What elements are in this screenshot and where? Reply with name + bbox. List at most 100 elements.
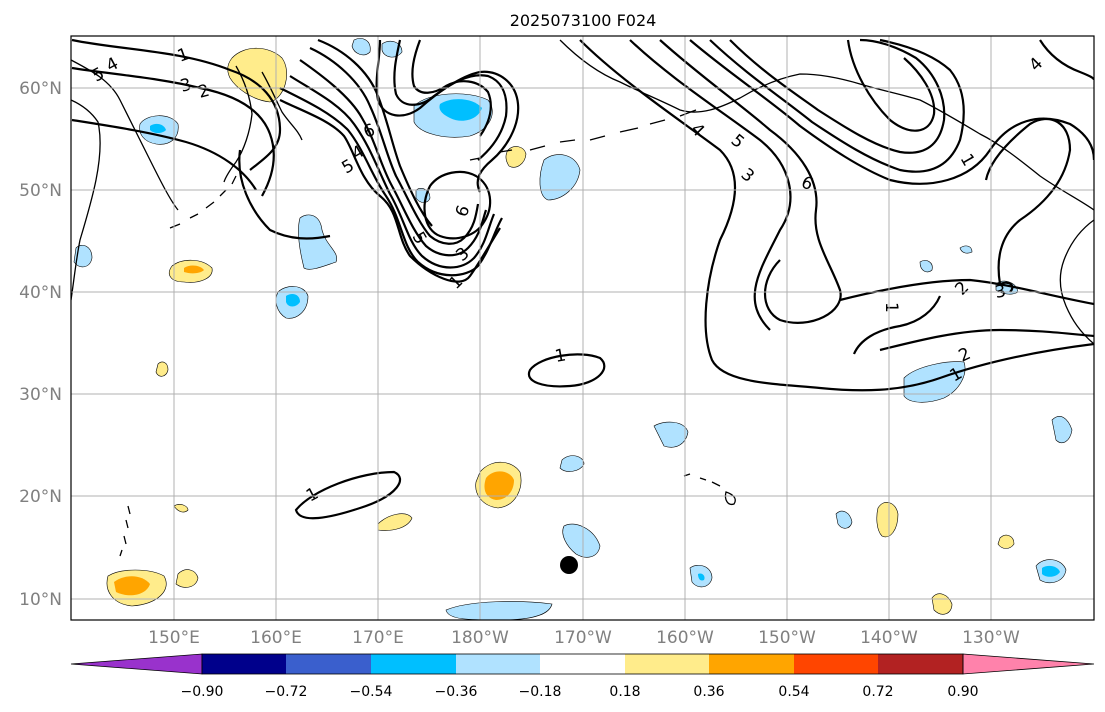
lon-label: 140°W: [860, 628, 918, 648]
coast-islands-west: [119, 505, 131, 557]
colorbar-outline: [201, 653, 964, 675]
warm-patch-33n: [155, 361, 169, 377]
cool-patch-26n: [653, 421, 689, 448]
location-marker: [560, 556, 578, 574]
colorbar-swatch: [878, 654, 963, 674]
contour-4-east: [689, 39, 1094, 293]
colorbar-label: 0.54: [778, 684, 809, 700]
cool-patch-aleutian: [539, 154, 581, 201]
coast-hawaii: [683, 473, 736, 506]
map-panel: 5 4 1 3 2 6 5 4 6 5 3 1 1 1 6 5 4 3 2 1: [70, 35, 1095, 621]
contour-1-east-2: [1039, 39, 1094, 81]
cool-core-12n: [698, 573, 705, 581]
warm-core-12n: [114, 576, 150, 596]
colorbar-swatch: [371, 654, 456, 674]
cool-patch-44n: [959, 245, 973, 254]
cool-core-bering: [439, 99, 482, 121]
coast-asia: [71, 59, 179, 301]
warm-patch-11n: [175, 569, 199, 588]
contour-label: 3: [178, 75, 194, 97]
height-contours: [71, 38, 1094, 520]
coast-aleutians: [469, 109, 697, 161]
colorbar-label: −0.90: [181, 684, 224, 700]
cool-patch-24n: [559, 455, 585, 472]
lat-label: 50°N: [19, 181, 62, 201]
lon-label: 160°E: [250, 628, 302, 648]
contour-6b-east: [846, 39, 936, 132]
cool-core-40n: [286, 294, 300, 307]
contour-6-east: [729, 38, 946, 154]
colorbar-extend-low: [70, 653, 203, 675]
colorbar-swatch: [286, 654, 371, 674]
cool-patch-18n: [835, 510, 853, 529]
colorbar-label: 0.72: [862, 684, 893, 700]
cool-patch-41n: [919, 260, 933, 273]
contour-1-far-right: [852, 295, 942, 355]
colorbar-swatch: [709, 654, 794, 674]
colorbar-label: −0.72: [265, 684, 308, 700]
colorbar: −0.90 −0.72 −0.54 −0.36 −0.18 0.18 0.36 …: [70, 653, 1095, 700]
gridlines: [71, 36, 1094, 620]
lon-label: 160°W: [656, 628, 714, 648]
cool-core-west: [150, 123, 166, 133]
lat-label: 10°N: [19, 590, 62, 610]
latitude-labels: 60°N 50°N 40°N 30°N 20°N 10°N: [19, 79, 62, 610]
colorbar-label: 0.18: [609, 684, 640, 700]
map-frame: [70, 35, 1095, 621]
lat-label: 30°N: [19, 385, 62, 405]
cool-patch-8n: [445, 601, 553, 620]
colorbar-label: 0.90: [947, 684, 978, 700]
colorbar-swatch: [625, 654, 709, 674]
contour-5-east: [709, 38, 965, 173]
map-title: 2025073100 F024: [510, 11, 657, 30]
warm-patch-kamchatka: [227, 47, 287, 103]
contour-2: [71, 66, 503, 277]
coast-kurils: [169, 175, 237, 229]
contour-1-small-loop: [527, 353, 606, 388]
contour-3-east: [659, 39, 1094, 324]
contour-label: 1: [553, 345, 567, 367]
contour-label: 1: [881, 302, 901, 313]
colorbar-extend-high: [962, 653, 1095, 675]
contour-5: [309, 47, 480, 245]
warm-patch-small-19n: [173, 504, 189, 513]
colorbar-swatch: [202, 654, 286, 674]
contour-label: 2: [196, 81, 212, 103]
cool-patch-kuril: [298, 214, 338, 270]
colorbar-swatch: [456, 654, 540, 674]
contour-4: [299, 59, 488, 257]
warm-core-20n: [484, 471, 514, 500]
colorbar-swatches: [70, 653, 1095, 675]
lat-label: 60°N: [19, 79, 62, 99]
lon-label: 170°W: [554, 628, 612, 648]
cool-patch-32n: [903, 361, 966, 403]
warm-patch-130w: [997, 534, 1015, 549]
contour-6: [317, 38, 433, 227]
coast-na-west: [1059, 219, 1094, 345]
contour-1-east-ridge: [579, 39, 1094, 392]
contour-loop-upper-2: [393, 39, 508, 161]
contour-1-20n-loop: [294, 470, 401, 520]
lon-label: 170°E: [352, 628, 404, 648]
lon-label: 130°W: [962, 628, 1020, 648]
cool-patch-north-small: [351, 38, 371, 56]
cool-core-12n-east: [1042, 565, 1060, 577]
contour-loop-upper-3: [411, 39, 492, 137]
longitude-labels: 150°E 160°E 170°E 180°W 170°W 160°W 150°…: [148, 628, 1020, 648]
colorbar-label: −0.36: [435, 684, 478, 700]
contour-1-west-lower: [238, 149, 331, 240]
colorbar-swatch: [540, 654, 625, 674]
colorbar-label: 0.36: [693, 684, 724, 700]
colorbar-swatch: [794, 654, 878, 674]
warm-core-42n: [184, 265, 204, 274]
lat-label: 40°N: [19, 283, 62, 303]
warm-patch-small-north: [505, 146, 527, 168]
lon-label: 150°E: [148, 628, 200, 648]
lon-label: 150°W: [758, 628, 816, 648]
warm-patch-17n: [377, 513, 413, 531]
contour-1-right-lower: [984, 118, 1072, 285]
lon-label: 180°W: [451, 628, 509, 648]
cool-patch-26n-east: [1051, 416, 1073, 443]
contour-lower-loop: [423, 170, 492, 240]
